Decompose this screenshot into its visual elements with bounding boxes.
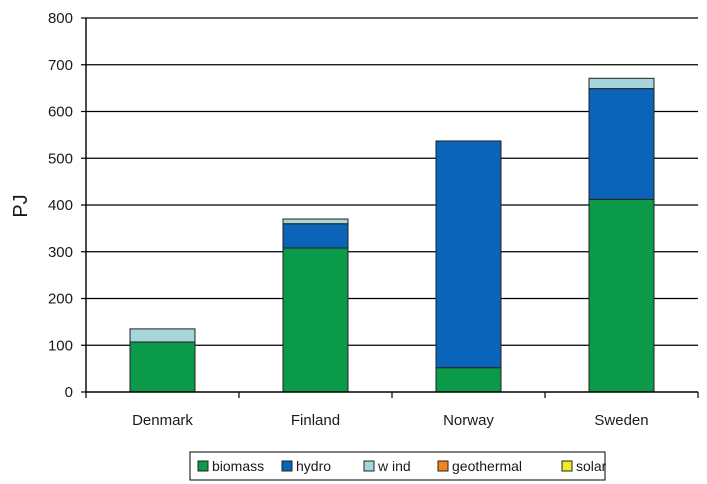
legend-label: solar xyxy=(576,458,607,474)
y-axis-label: PJ xyxy=(10,194,32,217)
legend-swatch-hydro xyxy=(281,460,293,472)
y-tick-label: 600 xyxy=(48,104,73,121)
bar-hydro-sweden xyxy=(588,88,655,200)
legend-label: w ind xyxy=(377,458,411,474)
legend-swatch-biomass xyxy=(197,460,209,472)
legend-swatch-solar xyxy=(561,460,573,472)
legend-label: hydro xyxy=(296,458,331,474)
legend: biomass hydro w ind geothermal solar xyxy=(189,451,607,481)
y-tick-label: 400 xyxy=(48,197,73,214)
y-tick-label: 100 xyxy=(48,337,73,354)
y-tick-label: 800 xyxy=(48,10,73,27)
legend-swatch-geothermal xyxy=(437,460,449,472)
x-tick-label: Sweden xyxy=(594,412,648,429)
x-tick-labels: Denmark Finland Norway Sweden xyxy=(132,412,649,429)
bar-wind-finland xyxy=(282,218,349,225)
bar-biomass-sweden xyxy=(588,198,655,393)
bar-hydro-finland xyxy=(282,223,349,249)
legend-box xyxy=(189,451,606,481)
bar-wind-denmark xyxy=(129,328,196,343)
y-tick-label: 500 xyxy=(48,150,73,167)
y-tick-label: 700 xyxy=(48,57,73,74)
bars xyxy=(129,77,655,393)
bar-biomass-finland xyxy=(282,247,349,393)
bar-hydro-norway xyxy=(435,140,502,369)
y-tick-labels: 0 100 200 300 400 500 600 700 800 xyxy=(48,10,73,401)
legend-label: geothermal xyxy=(452,458,522,474)
y-tick-label: 200 xyxy=(48,291,73,308)
x-tick-label: Finland xyxy=(291,412,340,429)
gridlines xyxy=(86,17,698,346)
y-tick-label: 0 xyxy=(65,384,73,401)
x-tick-label: Norway xyxy=(443,412,494,429)
x-tick-label: Denmark xyxy=(132,412,193,429)
y-tick-label: 300 xyxy=(48,244,73,261)
bar-wind-sweden xyxy=(588,77,655,90)
bar-biomass-norway xyxy=(435,367,502,393)
legend-swatch-wind xyxy=(363,460,375,472)
bar-biomass-denmark xyxy=(129,341,196,393)
axes xyxy=(81,17,699,398)
legend-label: biomass xyxy=(212,458,264,474)
